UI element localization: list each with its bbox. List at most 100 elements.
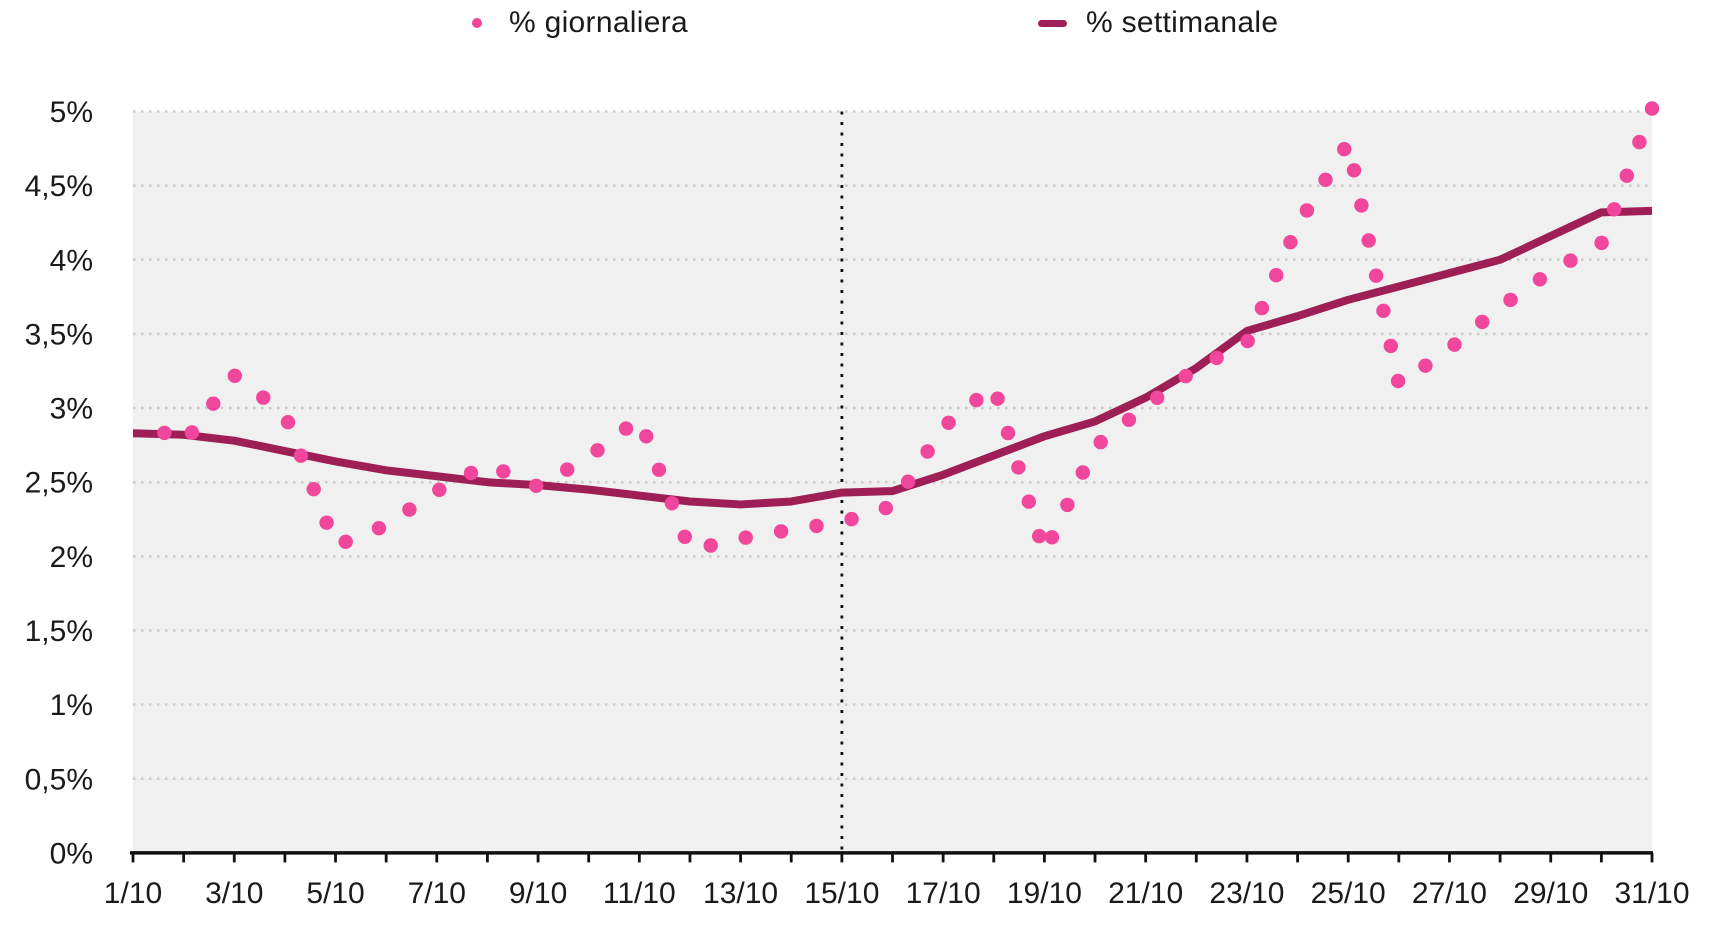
x-tick-label: 17/10 [906, 877, 981, 910]
daily-dot [306, 482, 321, 497]
daily-dot [1209, 350, 1224, 366]
daily-dot [590, 443, 605, 458]
daily-dot [1337, 142, 1352, 157]
daily-dot [1150, 390, 1165, 405]
y-tick-label: 2% [50, 541, 93, 574]
daily-dot [1447, 337, 1462, 352]
daily-dot [900, 474, 916, 489]
y-tick-label: 2,5% [25, 467, 93, 500]
daily-dot [1632, 134, 1647, 150]
y-tick-label: 4% [50, 244, 93, 277]
daily-dot [402, 502, 417, 517]
daily-dot [1011, 460, 1026, 475]
line-icon [1038, 19, 1067, 27]
x-tick-label: 23/10 [1209, 877, 1284, 910]
y-tick-label: 1,5% [25, 615, 93, 648]
daily-dot [618, 421, 634, 436]
daily-dot [1000, 425, 1016, 441]
daily-dot [1354, 198, 1369, 213]
plot-background [133, 111, 1652, 853]
daily-dot [293, 448, 309, 463]
daily-dot [206, 396, 221, 411]
daily-dot [1021, 494, 1036, 509]
daily-dot [1032, 528, 1047, 544]
daily-dot [1644, 101, 1660, 116]
y-tick-label: 0,5% [25, 763, 93, 796]
daily-dot [280, 415, 296, 430]
y-tick-label: 3% [50, 393, 93, 426]
daily-dot [677, 529, 692, 544]
x-tick-label: 3/10 [205, 877, 263, 910]
gridlines [133, 110, 1652, 781]
x-tick-label: 29/10 [1513, 877, 1588, 910]
daily-dot [920, 444, 935, 459]
daily-dot [1121, 412, 1137, 427]
daily-dot [1619, 168, 1635, 183]
x-tick-label: 21/10 [1108, 877, 1183, 910]
legend-item-settimanale: % settimanale [1038, 4, 1278, 42]
daily-dot [1475, 314, 1490, 330]
daily-dot [1368, 268, 1384, 283]
x-tick-label: 27/10 [1412, 877, 1487, 910]
x-tick-label: 11/10 [603, 877, 676, 910]
daily-dot [1075, 465, 1091, 480]
dot-icon [472, 18, 482, 28]
x-tick-label: 7/10 [408, 877, 466, 910]
x-tick-label: 9/10 [509, 877, 567, 910]
daily-dot [809, 518, 824, 534]
daily-dot [1269, 268, 1284, 283]
daily-dot [1254, 300, 1270, 316]
daily-dot [1563, 253, 1578, 268]
daily-dot [227, 368, 242, 383]
daily-dot [1532, 272, 1548, 287]
daily-dot [990, 391, 1005, 406]
daily-dot [703, 538, 718, 553]
x-tick-label: 13/10 [703, 877, 778, 910]
daily-dot [1594, 235, 1609, 251]
daily-dot [463, 465, 479, 481]
daily-dot [319, 515, 334, 530]
daily-dot [844, 511, 859, 527]
daily-dot [1361, 233, 1376, 248]
x-axis [130, 851, 1654, 863]
weekly-line [132, 206, 1653, 509]
daily-dot [1418, 358, 1433, 373]
daily-dot [1240, 333, 1255, 349]
daily-dot [738, 530, 753, 545]
legend-label-settimanale: % settimanale [1086, 6, 1279, 39]
y-tick-label: 1% [50, 689, 93, 722]
daily-dot [1346, 163, 1362, 178]
daily-dot [1318, 172, 1333, 187]
y-tick-label: 3,5% [25, 318, 93, 351]
daily-dot [1376, 303, 1391, 318]
daily-dot [651, 462, 667, 477]
daily-series [157, 101, 1660, 553]
daily-dot [878, 500, 893, 516]
daily-dot [1607, 202, 1622, 217]
y-tick-label: 4,5% [25, 170, 93, 203]
daily-dot [969, 392, 984, 408]
daily-dot [338, 534, 353, 549]
daily-dot [1093, 434, 1108, 450]
y-tick-labels: 0% 0,5% 1% 1,5% 2% 2,5% 3% 3,5% 4% 4,5% 5% [25, 96, 93, 870]
legend-item-giornaliera: % giornaliera [472, 4, 688, 42]
daily-dot [496, 464, 511, 479]
daily-dot [432, 482, 447, 497]
daily-dot [639, 429, 654, 444]
y-tick-label: 0% [50, 837, 93, 870]
y-tick-label: 5% [50, 96, 93, 129]
daily-dot [1390, 373, 1406, 389]
x-tick-label: 15/10 [804, 877, 879, 910]
daily-dot [1178, 368, 1193, 384]
daily-dot [529, 478, 544, 493]
legend-label-giornaliera: % giornaliera [509, 6, 688, 39]
x-tick-label: 31/10 [1614, 877, 1689, 910]
daily-dot [184, 425, 200, 440]
x-tick-label: 25/10 [1311, 877, 1386, 910]
daily-dot [1503, 292, 1518, 308]
x-tick-label: 19/10 [1007, 877, 1082, 910]
daily-dot [1299, 203, 1315, 218]
daily-dot [941, 415, 956, 430]
